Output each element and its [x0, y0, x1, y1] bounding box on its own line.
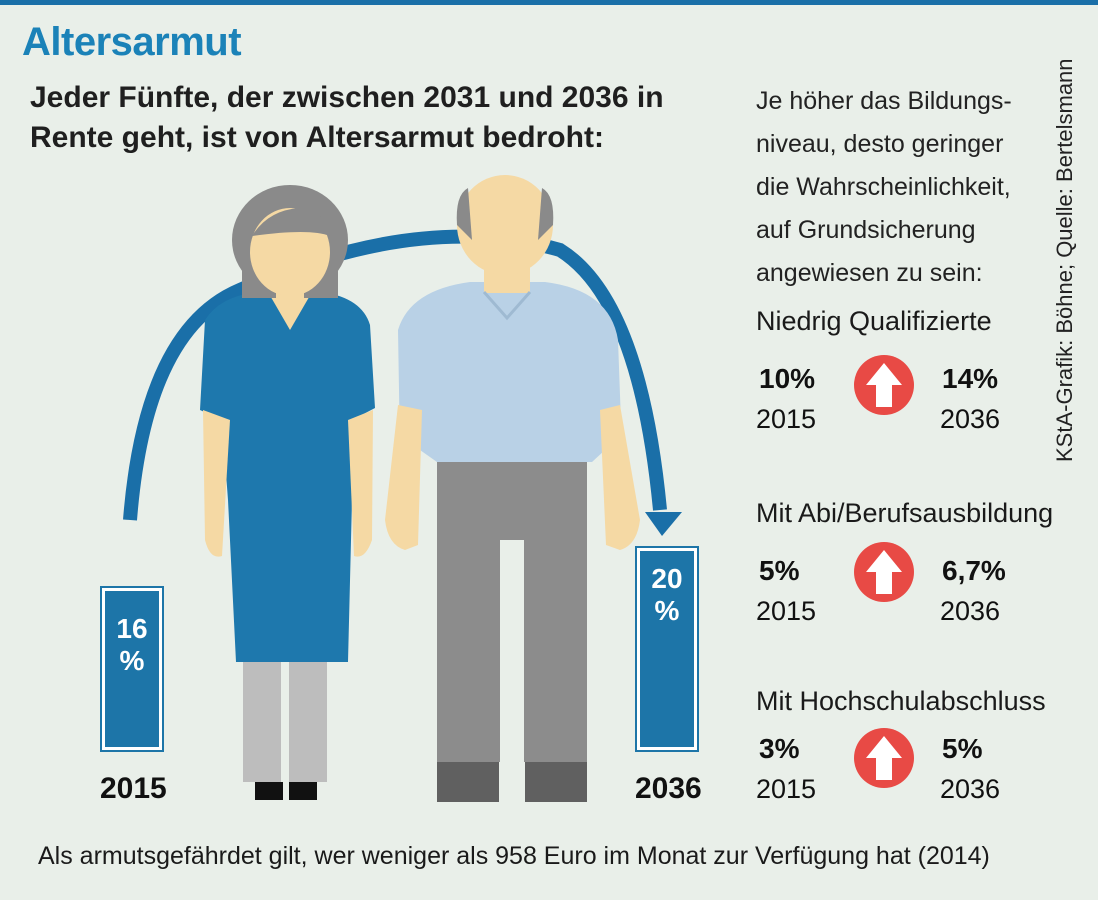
group-title-low: Niedrig Qualifizierte: [756, 306, 992, 336]
group-low-2015-year: 2015: [756, 404, 817, 434]
group-mid-2015-year: 2015: [756, 596, 817, 626]
woman-figure: [200, 185, 375, 800]
education-intro-text: Je höher das Bildungs- niveau, desto ger…: [756, 87, 1012, 287]
group-mid-2015-value: 5%: [759, 555, 800, 586]
group-low-2036-value: 14%: [942, 363, 999, 394]
arrow-up-icon: [854, 355, 914, 415]
group-mid-2036-value: 6,7%: [942, 555, 1006, 586]
chart-title: Altersarmut: [22, 20, 242, 64]
arrow-up-icon: [854, 542, 914, 602]
bar-2015: 16 %: [102, 588, 162, 750]
man-figure: [385, 175, 640, 802]
group-title-high: Mit Hochschulabschluss: [756, 686, 1046, 716]
chart-subtitle: Jeder Fünfte, der zwischen 2031 und 2036…: [30, 81, 664, 154]
x-label-2015: 2015: [100, 772, 167, 805]
group-high-2036-value: 5%: [942, 733, 983, 764]
x-label-2036: 2036: [635, 772, 702, 805]
group-high-2015-year: 2015: [756, 774, 817, 804]
group-high-2015-value: 3%: [759, 733, 800, 764]
arc-arrow: [123, 229, 667, 521]
group-low-2015-value: 10%: [759, 363, 816, 394]
group-mid-2036-year: 2036: [940, 596, 1001, 626]
top-rule: [0, 0, 1098, 5]
arc-arrow-head: [645, 512, 682, 536]
bar-2015-value-label: 16 %: [116, 613, 148, 676]
group-high-2036-year: 2036: [940, 774, 1001, 804]
bar-2036-value-label: 20 %: [651, 563, 683, 626]
arrow-up-icon: [854, 728, 914, 788]
group-title-mid: Mit Abi/Berufsausbildung: [756, 498, 1054, 528]
bar-2036: 20 %: [637, 548, 697, 750]
group-low-2036-year: 2036: [940, 404, 1001, 434]
footer-note: Als armutsgefährdet gilt, wer weniger al…: [38, 842, 990, 870]
